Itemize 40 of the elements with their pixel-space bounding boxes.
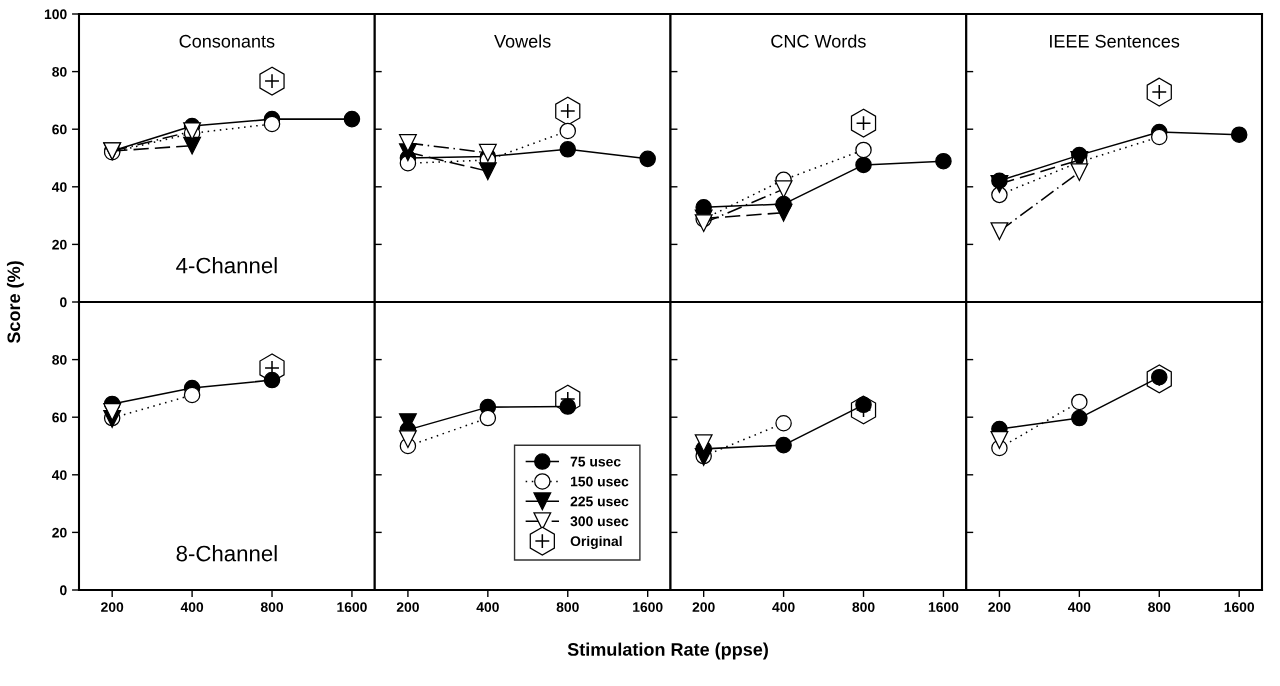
y-tick-label: 0: [60, 585, 67, 596]
y-tick-label: 60: [52, 124, 67, 135]
x-tick-label: 1600: [337, 602, 367, 613]
x-tick-label: 800: [1148, 602, 1171, 613]
legend-label: 150 usec: [570, 476, 629, 487]
text: Vowels: [494, 34, 551, 48]
x-tick-label: 400: [180, 602, 204, 613]
x-tick-label: 1600: [1224, 602, 1255, 613]
annotation: 8-Channel: [176, 545, 277, 562]
y-tick-label: 100: [44, 9, 67, 20]
x-tick-label: 200: [396, 602, 419, 613]
x-tick-label: 800: [260, 602, 284, 613]
x-tick-label: 200: [988, 602, 1011, 613]
text: IEEE Sentences: [1050, 34, 1180, 48]
x-tick-label: 400: [476, 602, 499, 613]
y-tick-label: 40: [51, 470, 67, 480]
legend-label: 225 usec: [570, 496, 629, 507]
legend-label: Original: [570, 535, 622, 549]
y-tick-label: 80: [52, 66, 67, 77]
x-tick-label: 200: [101, 602, 124, 613]
y-tick-label: 80: [52, 354, 67, 365]
x-tick-label: 400: [772, 602, 795, 613]
y-tick-label: 40: [51, 182, 67, 192]
y-tick-label: 0: [60, 297, 67, 308]
x-tick-label: 200: [692, 602, 715, 613]
legend-label: 300 usec: [570, 516, 629, 527]
annotation: 4-Channel: [176, 257, 277, 274]
legend-label: 75 usec: [570, 456, 621, 467]
x-tick-label: 800: [556, 602, 579, 613]
x-tick-label: 1600: [633, 602, 663, 613]
y-tick-label: 60: [52, 412, 67, 423]
y-axis-title: Score (%): [6, 261, 24, 344]
x-tick-label: 1600: [928, 602, 959, 613]
text: CNC Words: [771, 34, 866, 48]
text: Consonants: [179, 34, 275, 48]
x-tick-label: 400: [1067, 602, 1091, 613]
x-axis-title: Stimulation Rate (ppse): [567, 642, 768, 660]
y-tick-label: 20: [52, 527, 67, 538]
x-tick-label: 800: [852, 602, 875, 613]
y-tick-label: 20: [52, 239, 67, 250]
